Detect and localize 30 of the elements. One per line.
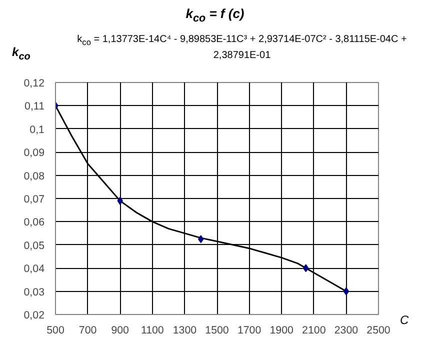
y-tick-label: 0,02 xyxy=(24,310,45,322)
y-tick-label: 0,09 xyxy=(24,147,45,160)
x-tick-label: 900 xyxy=(111,324,130,336)
point xyxy=(343,287,350,296)
x-tick-label: 2300 xyxy=(334,324,358,336)
x-tick-label: 700 xyxy=(78,324,97,336)
x-tick-label: 1900 xyxy=(270,324,294,336)
y-tick-label: 0,12 xyxy=(24,78,45,90)
chart-title: k$_{co}$ = f (c) xyxy=(186,5,244,27)
y-axis-title: k$_{co}$ xyxy=(12,44,30,64)
y-tick-label: 0,08 xyxy=(24,170,45,182)
y-tick-label: 0,03 xyxy=(24,286,45,298)
x-tick-label: 1700 xyxy=(237,324,262,336)
x-tick-label: 500 xyxy=(46,324,64,336)
point xyxy=(117,196,123,205)
point xyxy=(198,235,204,244)
text: k$_{co}$ = 1,13773E-14C⁴ - 9,89853E-11C³ + 2,93714E-07C² - 3,81115E-04C + 2,38791E-01 xyxy=(76,33,408,63)
y-tick-label: 0,06 xyxy=(24,216,45,229)
y-tick-label: 0,05 xyxy=(24,240,45,252)
y-tick-label: 0,11 xyxy=(24,100,45,113)
point xyxy=(302,264,309,272)
x-tick-label: 2100 xyxy=(302,324,326,336)
y-tick-label: 0,04 xyxy=(24,263,45,276)
y-tick-label: 0,1 xyxy=(30,124,45,136)
x-tick-label: 1300 xyxy=(172,324,197,336)
y-tick-label: 0,07 xyxy=(24,194,45,206)
x-tick-label: 2500 xyxy=(366,324,390,336)
x-tick-label: 1100 xyxy=(140,324,164,336)
x-tick-label: 1500 xyxy=(205,324,229,336)
x-axis-title: C xyxy=(400,312,409,329)
